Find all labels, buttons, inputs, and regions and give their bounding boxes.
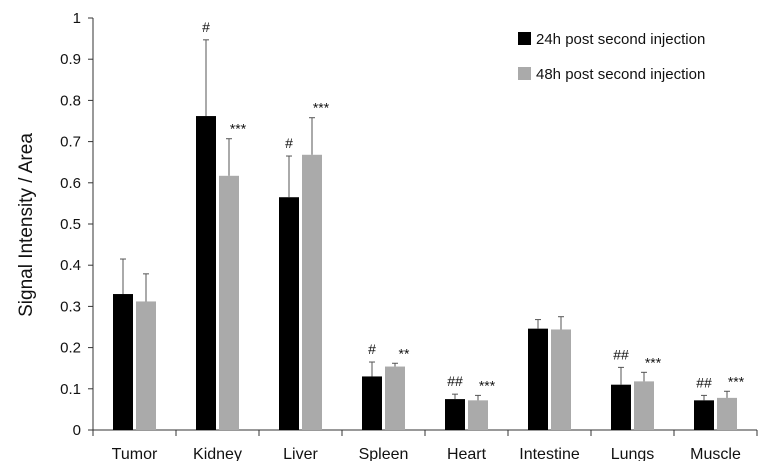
y-tick-label: 0.9: [60, 51, 81, 68]
bar-s1-kidney: [219, 175, 239, 430]
bar-s0-tumor: [113, 294, 133, 430]
x-tick-label: Intestine: [519, 446, 580, 461]
significance-annotation: ***: [728, 373, 745, 389]
significance-annotation: ***: [313, 100, 330, 116]
bar-s0-liver: [279, 197, 299, 430]
x-tick-label: Tumor: [112, 446, 158, 461]
bar-s1-tumor: [136, 301, 156, 430]
y-tick-label: 0.8: [60, 92, 81, 109]
bar-s1-heart: [468, 400, 488, 430]
y-tick-label: 0.7: [60, 134, 81, 151]
y-tick-label: 0.1: [60, 381, 81, 398]
significance-annotation: #: [368, 341, 376, 357]
legend-swatch-48h: [518, 67, 531, 80]
bar-s0-muscle: [694, 400, 714, 430]
x-tick-label: Muscle: [690, 446, 741, 461]
bar-s1-liver: [302, 154, 322, 430]
bar-s1-lungs: [634, 381, 654, 430]
x-tick-label: Lungs: [611, 446, 655, 461]
bar-s1-intestine: [551, 329, 571, 430]
y-axis: 0 0.1 0.2 0.3 0.4 0.5 0.6 0.7 0.8 0.9 1: [60, 10, 94, 439]
significance-annotation: #: [202, 19, 210, 35]
legend-label-24h: 24h post second injection: [536, 31, 705, 48]
significance-annotation: ***: [645, 354, 662, 370]
bar-s0-heart: [445, 399, 465, 430]
y-tick-label: 0.6: [60, 175, 81, 192]
significance-annotation: #: [285, 135, 293, 151]
significance-annotation: ##: [613, 346, 629, 362]
significance-annotation: ##: [447, 373, 463, 389]
legend: 24h post second injection 48h post secon…: [518, 31, 705, 83]
x-axis: Tumor Kidney Liver Spleen Heart Intestine Lung…: [92, 429, 758, 461]
x-tick-label: Spleen: [359, 446, 409, 461]
significance-annotation: ***: [230, 121, 247, 137]
significance-annotations: # *** # *** # ** ## *** ## *** ## ***: [202, 19, 745, 394]
bar-s0-spleen: [362, 376, 382, 430]
bar-s0-kidney: [196, 116, 216, 430]
x-tick-label: Heart: [447, 446, 487, 461]
bar-s1-spleen: [385, 366, 405, 430]
x-tick-label: Kidney: [193, 446, 242, 461]
y-tick-label: 1: [73, 10, 81, 27]
y-tick-label: 0.5: [60, 216, 81, 233]
y-tick-label: 0.3: [60, 298, 81, 315]
significance-annotation: **: [399, 345, 410, 361]
y-tick-label: 0.2: [60, 340, 81, 357]
y-tick-label: 0: [73, 422, 81, 439]
bar-s0-lungs: [611, 384, 631, 430]
significance-annotation: ##: [696, 374, 712, 390]
significance-annotation: ***: [479, 377, 496, 393]
bar-s0-intestine: [528, 328, 548, 430]
legend-label-48h: 48h post second injection: [536, 66, 705, 83]
y-tick-label: 0.4: [60, 257, 81, 274]
bars: [113, 39, 737, 430]
legend-swatch-24h: [518, 32, 531, 45]
x-tick-label: Liver: [283, 446, 318, 461]
bar-s1-muscle: [717, 397, 737, 430]
y-axis-label: Signal Intensity / Area: [16, 133, 37, 317]
